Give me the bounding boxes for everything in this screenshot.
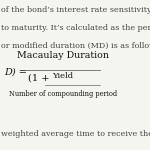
Text: (1 +: (1 + xyxy=(28,74,50,82)
Text: Number of compounding period: Number of compounding period xyxy=(9,90,117,98)
Text: Yield: Yield xyxy=(52,72,74,81)
Text: of the bond’s interest rate sensitivity, tak: of the bond’s interest rate sensitivity,… xyxy=(1,6,150,14)
Text: or modified duration (MD) is as follows:: or modified duration (MD) is as follows: xyxy=(1,42,150,50)
Text: Macaulay Duration: Macaulay Duration xyxy=(17,51,109,60)
Text: to maturity. It’s calculated as the perce: to maturity. It’s calculated as the perc… xyxy=(1,24,150,32)
Text: D) =: D) = xyxy=(4,68,27,76)
Text: weighted average time to receive the b: weighted average time to receive the b xyxy=(1,130,150,138)
